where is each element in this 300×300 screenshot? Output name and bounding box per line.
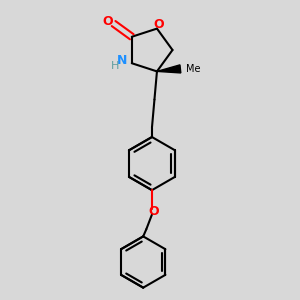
Text: H: H bbox=[111, 61, 120, 71]
Text: O: O bbox=[103, 14, 113, 28]
Polygon shape bbox=[157, 65, 181, 73]
Text: O: O bbox=[148, 205, 159, 218]
Text: N: N bbox=[117, 54, 128, 67]
Text: Me: Me bbox=[186, 64, 200, 74]
Text: O: O bbox=[153, 18, 164, 32]
